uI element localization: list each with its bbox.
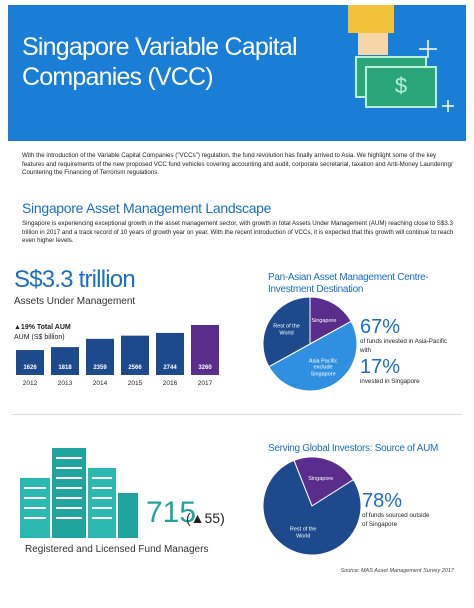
- section-text: Singapore is experiencing exceptional gr…: [22, 220, 454, 245]
- x-tick-label: 2015: [128, 380, 143, 387]
- slice-label: Asia Pacific exclude Singapore: [308, 358, 338, 378]
- x-tick-label: 2017: [198, 380, 213, 387]
- aum-source-title: Serving Global Investors: Source of AUM: [268, 443, 439, 454]
- bar: [191, 325, 219, 375]
- bar: [86, 338, 114, 375]
- bar: [121, 335, 149, 375]
- bar-value-label: 1626: [23, 365, 37, 371]
- slice-label: Singapore: [308, 475, 334, 482]
- slice-label: Singapore: [311, 317, 337, 324]
- aum-caption: Assets Under Management: [14, 296, 136, 307]
- pie-slice: [293, 456, 355, 507]
- slice-label: Rest of the World: [289, 526, 317, 540]
- bar-chart-title: AUM (S$ billion): [14, 334, 65, 341]
- bar-value-label: 1818: [58, 365, 72, 371]
- bar-value-label: 3260: [198, 365, 212, 371]
- pie-slice: [268, 320, 358, 392]
- buildings-illustration: [20, 448, 138, 538]
- divider: [12, 414, 462, 415]
- stat-value: 78%: [362, 490, 403, 512]
- stat-text: of funds invested in Asia-Pacific with: [360, 338, 448, 354]
- aum-headline: S$3.3 trillion: [14, 266, 136, 293]
- pie-chart: Singapore Asia Pacific exclude Singapore R…: [262, 296, 358, 392]
- pie-slice: [309, 296, 352, 345]
- svg-text:$: $: [395, 73, 407, 98]
- x-tick-label: 2012: [23, 380, 38, 387]
- bar-value-label: 2744: [163, 365, 177, 371]
- slice-label: Rest of the World: [273, 323, 300, 337]
- pie-slice: [262, 296, 311, 368]
- fund-manager-count: 715: [146, 496, 197, 529]
- bar: [16, 350, 44, 375]
- source-note: Source: MAS Asset Management Survey 2017: [340, 568, 454, 574]
- stat-text: invested in Singapore: [360, 378, 420, 385]
- aum-growth: ▲19% Total AUM: [14, 324, 71, 331]
- bar-value-label: 2359: [93, 365, 107, 371]
- bar: [51, 347, 79, 375]
- title: Singapore Variable Capital Companies (VC…: [22, 33, 298, 91]
- header-illustration: $: [348, 5, 454, 112]
- pie-chart: Singapore Rest of the World: [262, 456, 362, 556]
- investment-title: Pan-Asian Asset Management Centre- Inves…: [268, 272, 429, 295]
- x-tick-label: 2014: [93, 380, 108, 387]
- pie-svg: [262, 456, 362, 556]
- x-tick-label: 2016: [163, 380, 178, 387]
- pie-slice: [262, 459, 362, 556]
- stat-value: 17%: [360, 356, 401, 378]
- x-tick-label: 2013: [58, 380, 73, 387]
- fund-manager-change: (▲55): [186, 510, 225, 526]
- bar: [156, 332, 184, 375]
- pie-svg: [262, 296, 358, 392]
- intro-text: With the introduction of the Variable Ca…: [22, 152, 453, 177]
- bar-chart: 1626 2012 1818 2013 2359 2014 2566 2015 2744 2016…: [16, 325, 219, 387]
- section-title: Singapore Asset Management Landscape: [22, 200, 272, 216]
- stat-value: 67%: [360, 316, 401, 338]
- stat-text: of funds sourced outside of Singapore: [362, 512, 430, 528]
- fund-manager-caption: Registered and Licensed Fund Managers: [25, 544, 209, 555]
- bar-value-label: 2566: [128, 365, 142, 371]
